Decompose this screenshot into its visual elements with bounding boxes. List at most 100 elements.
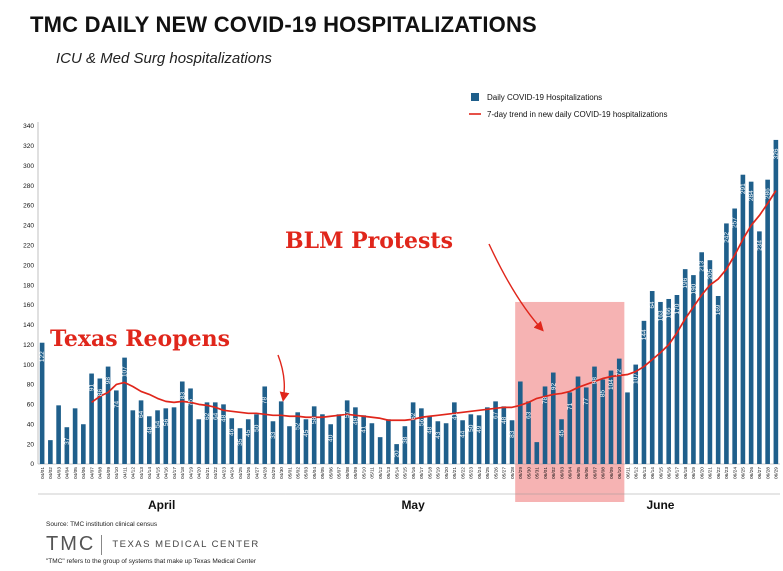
chart-subtitle: ICU & Med Surg hospitalizations bbox=[56, 50, 272, 67]
y-tick-label: 200 bbox=[23, 262, 34, 269]
x-tick-label: 06/18 bbox=[683, 467, 689, 479]
value-label: 48 bbox=[221, 414, 228, 422]
logo-divider bbox=[101, 534, 103, 555]
x-tick-label: 05/16 bbox=[411, 467, 417, 479]
bar-06-27 bbox=[757, 231, 762, 464]
bar-06-22 bbox=[715, 295, 721, 464]
value-label: 205 bbox=[707, 268, 714, 279]
x-tick-label: 04/24 bbox=[230, 467, 236, 479]
x-tick-label: 05/20 bbox=[444, 467, 450, 479]
x-tick-label: 05/05 bbox=[320, 467, 326, 479]
y-tick-label: 340 bbox=[23, 123, 34, 130]
y-tick-label: 100 bbox=[23, 362, 34, 369]
legend-bar-label: Daily COVID-19 Hospitalizations bbox=[487, 93, 602, 102]
x-tick-label: 04/12 bbox=[131, 467, 137, 479]
value-label: 50 bbox=[253, 424, 260, 432]
value-label: 242 bbox=[723, 232, 730, 243]
x-tick-label: 05/04 bbox=[312, 467, 318, 479]
bar-04-03 bbox=[56, 405, 61, 464]
bar-04-23 bbox=[221, 404, 226, 464]
x-tick-label: 05/19 bbox=[436, 467, 442, 479]
value-label: 57 bbox=[344, 410, 351, 418]
x-tick-label: 04/06 bbox=[81, 467, 87, 479]
x-tick-label: 05/22 bbox=[460, 467, 466, 479]
x-tick-label: 05/10 bbox=[361, 467, 367, 479]
bar-06-01 bbox=[542, 386, 548, 464]
bar-05-10 bbox=[361, 415, 366, 464]
x-tick-label: 05/01 bbox=[287, 467, 293, 479]
value-label: 122 bbox=[39, 351, 46, 362]
bar-04-01 bbox=[39, 342, 45, 464]
x-tick-label: 04/01 bbox=[40, 467, 46, 479]
bar-06-17 bbox=[674, 295, 680, 464]
value-label: 83 bbox=[179, 391, 186, 399]
bar-05-24 bbox=[476, 415, 482, 464]
bar-04-06 bbox=[81, 424, 86, 464]
x-tick-label: 06/11 bbox=[625, 467, 631, 479]
x-tick-label: 05/24 bbox=[477, 467, 483, 479]
bar-06-09 bbox=[608, 370, 614, 464]
bar-05-28 bbox=[509, 420, 515, 464]
bar-05-13 bbox=[386, 419, 391, 464]
bar-05-20 bbox=[443, 423, 449, 464]
value-label: 45 bbox=[303, 429, 310, 437]
bar-05-09 bbox=[353, 407, 358, 464]
value-label: 326 bbox=[773, 148, 780, 159]
x-tick-label: 06/28 bbox=[765, 467, 771, 479]
value-label: 284 bbox=[748, 190, 755, 201]
bar-05-07 bbox=[336, 414, 342, 464]
y-tick-label: 300 bbox=[23, 163, 34, 170]
value-label: 38 bbox=[402, 436, 409, 444]
value-label: 56 bbox=[418, 418, 425, 426]
bar-04-28 bbox=[262, 386, 268, 464]
value-label: 196 bbox=[682, 277, 689, 288]
x-tick-label: 06/13 bbox=[642, 467, 648, 479]
bar-05-06 bbox=[328, 424, 333, 464]
y-tick-label: 260 bbox=[23, 203, 34, 210]
bar-06-05 bbox=[575, 376, 581, 464]
x-tick-label: 05/12 bbox=[378, 467, 384, 479]
x-tick-label: 04/28 bbox=[263, 467, 269, 479]
arrow-blm-protests bbox=[488, 243, 544, 332]
x-tick-label: 06/01 bbox=[543, 467, 549, 479]
value-label: 62 bbox=[204, 412, 211, 420]
bar-04-13 bbox=[138, 400, 144, 464]
bar-04-17 bbox=[171, 407, 177, 464]
trend-line bbox=[91, 190, 777, 422]
x-tick-label: 04/03 bbox=[56, 467, 62, 479]
value-label: 291 bbox=[740, 183, 747, 194]
value-label: 257 bbox=[732, 217, 739, 228]
x-tick-label: 06/23 bbox=[724, 467, 730, 479]
value-label: 64 bbox=[649, 301, 656, 309]
bar-04-25 bbox=[237, 428, 243, 464]
bar-05-05 bbox=[320, 414, 325, 464]
x-tick-label: 06/27 bbox=[757, 467, 763, 479]
value-label: 49 bbox=[476, 425, 483, 433]
value-label: 92 bbox=[550, 383, 557, 391]
x-tick-label: 06/17 bbox=[675, 467, 681, 479]
value-label: 72 bbox=[616, 369, 623, 377]
x-tick-label: 05/26 bbox=[493, 467, 499, 479]
x-tick-label: 06/12 bbox=[634, 467, 640, 479]
x-tick-label: 04/10 bbox=[114, 467, 120, 479]
value-label: 78 bbox=[542, 396, 549, 404]
x-tick-label: 06/26 bbox=[749, 467, 755, 479]
x-tick-label: 04/14 bbox=[147, 467, 153, 479]
value-label: 169 bbox=[715, 304, 722, 315]
y-tick-label: 160 bbox=[23, 302, 34, 309]
value-label: 67 bbox=[493, 411, 500, 419]
value-label: 49 bbox=[352, 417, 359, 425]
bar-04-09 bbox=[105, 366, 111, 464]
x-tick-label: 04/17 bbox=[172, 467, 178, 479]
logo-mark: TMC bbox=[46, 533, 96, 555]
covid-hospitalizations-chart: 0 20 40 60 80 100 120 140 160 180 200 220 240 260 280 3… bbox=[23, 93, 780, 512]
bar-04-12 bbox=[130, 410, 136, 464]
value-label: 35 bbox=[237, 438, 244, 446]
bar-04-08 bbox=[97, 378, 103, 464]
value-label: 190 bbox=[690, 283, 697, 294]
x-tick-label: 04/09 bbox=[106, 467, 112, 479]
x-tick-label: 05/18 bbox=[427, 467, 433, 479]
x-tick-label: 06/08 bbox=[601, 467, 607, 479]
value-label: 74 bbox=[113, 400, 120, 408]
bar-04-29 bbox=[270, 421, 276, 464]
